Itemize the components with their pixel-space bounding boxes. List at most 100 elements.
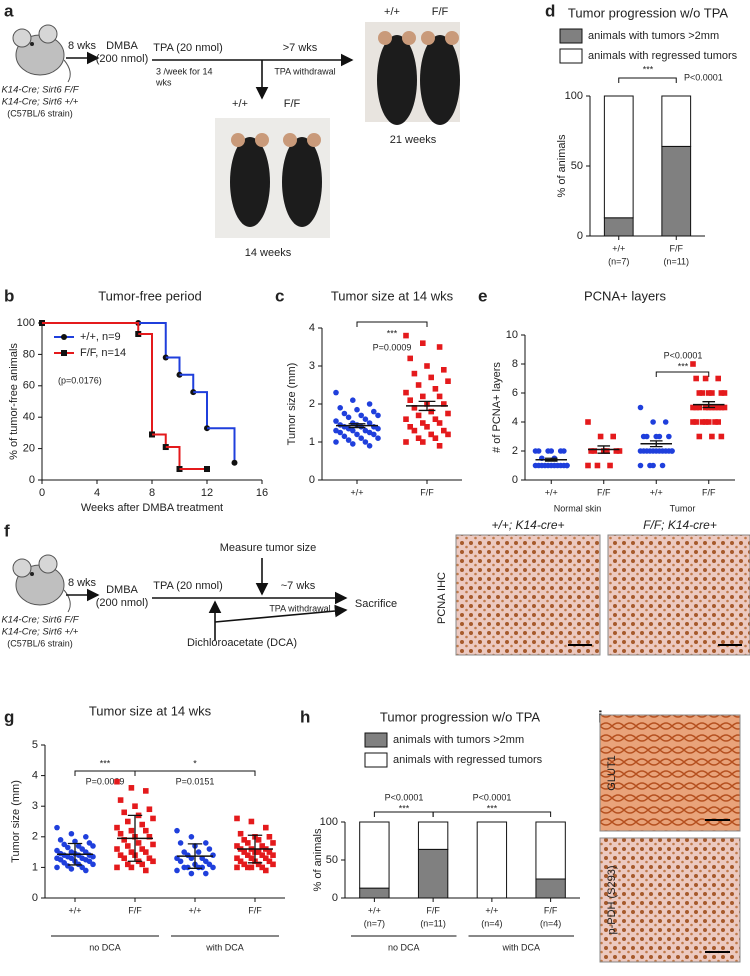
panel-label: c: [275, 286, 284, 305]
y-tick-label: 0: [32, 892, 38, 904]
dot: [245, 840, 251, 846]
dot: [83, 834, 89, 840]
genotype: K14-Cre; Sirt6 F/F: [1, 615, 79, 626]
dot: [114, 864, 120, 871]
dot: [436, 393, 443, 400]
y-tick-label: 1: [32, 861, 38, 873]
group-label: with DCA: [501, 942, 540, 952]
step-label: 8 wks: [68, 40, 97, 52]
dot: [375, 412, 381, 419]
chart-title: PCNA+ layers: [584, 288, 666, 303]
x-tick-label: F/F: [426, 905, 440, 915]
error-bar: [597, 445, 611, 454]
y-tick-label: 0: [309, 474, 315, 486]
y-tick-label: 3: [32, 800, 38, 812]
x-tick-note: (n=11): [663, 256, 689, 266]
y-tick-label: 3: [309, 360, 315, 372]
dot: [535, 448, 542, 454]
dot: [354, 406, 360, 413]
dot: [362, 427, 369, 434]
dot: [432, 386, 439, 392]
dot: [143, 849, 149, 855]
step-label: Dichloroacetate (DCA): [187, 637, 297, 649]
legend-marker: [61, 350, 67, 356]
dot: [705, 390, 712, 396]
panel-label: f: [4, 521, 10, 540]
step-segment: [138, 332, 153, 435]
step-segment: [165, 446, 181, 470]
dot: [248, 818, 255, 825]
dot: [441, 401, 447, 407]
dot: [432, 416, 439, 422]
dot: [715, 404, 721, 411]
bar-segment: [603, 217, 634, 237]
dot: [150, 841, 156, 848]
dot: [696, 433, 703, 440]
dot: [432, 435, 439, 441]
dot: [188, 834, 195, 840]
dot: [128, 827, 135, 834]
dot: [146, 855, 153, 862]
dot: [350, 397, 356, 404]
dot: [234, 855, 240, 862]
dot: [195, 849, 202, 855]
x-tick-label: F/F: [670, 243, 684, 253]
bar-segment: [417, 821, 449, 850]
error-bar: [649, 440, 663, 448]
dot: [436, 344, 443, 350]
point: [231, 459, 238, 466]
dot: [445, 431, 451, 438]
dot: [424, 363, 430, 369]
dot: [561, 448, 567, 454]
dot: [551, 462, 558, 469]
dot: [146, 806, 153, 813]
step-label: DMBA: [106, 40, 138, 52]
legend-swatch: [559, 28, 583, 44]
dot: [210, 852, 216, 858]
bar-segment: [359, 821, 390, 889]
dot: [718, 433, 725, 440]
dot: [428, 431, 434, 438]
strain: (C57BL/6 strain): [7, 108, 73, 118]
y-tick-label: 8: [512, 358, 518, 370]
dot: [241, 849, 247, 855]
y-axis-label: % of tumor-free animals: [8, 343, 20, 460]
mouse-icon: [12, 554, 71, 613]
x-tick-label: +/+: [545, 487, 558, 497]
legend-label: animals with tumors >2mm: [588, 30, 719, 42]
bar-segment: [359, 887, 390, 899]
y-tick-label: 10: [506, 329, 518, 341]
dot: [177, 858, 184, 865]
dot: [117, 852, 124, 858]
chart-title: Tumor size at 14 wks: [89, 703, 212, 718]
y-tick-label: 50: [326, 854, 338, 866]
dot: [604, 448, 610, 454]
dot: [715, 375, 721, 382]
dot: [125, 843, 131, 849]
dot: [420, 439, 426, 445]
x-tick-label: +/+: [68, 905, 81, 915]
dot: [270, 861, 276, 868]
dot: [199, 864, 205, 871]
dot: [263, 855, 269, 862]
bar-segment: [417, 848, 449, 899]
dot: [644, 433, 650, 440]
dot: [72, 838, 78, 845]
dot: [114, 778, 120, 785]
ihc-image: [607, 534, 750, 656]
dot: [248, 864, 255, 871]
dot: [245, 852, 251, 858]
dot: [125, 818, 131, 825]
dot: [259, 852, 265, 858]
step-segment: [207, 427, 236, 463]
dot: [150, 858, 156, 865]
stain-label: p-PDH (S293): [606, 865, 618, 934]
dot: [696, 390, 703, 396]
error-bar: [127, 814, 143, 862]
x-tick-label: +/+: [650, 487, 663, 497]
x-tick-label: F/F: [128, 905, 142, 915]
legend-swatch: [559, 48, 583, 64]
dot: [132, 803, 138, 809]
dot: [656, 448, 663, 454]
step-label: 8 wks: [68, 577, 97, 589]
